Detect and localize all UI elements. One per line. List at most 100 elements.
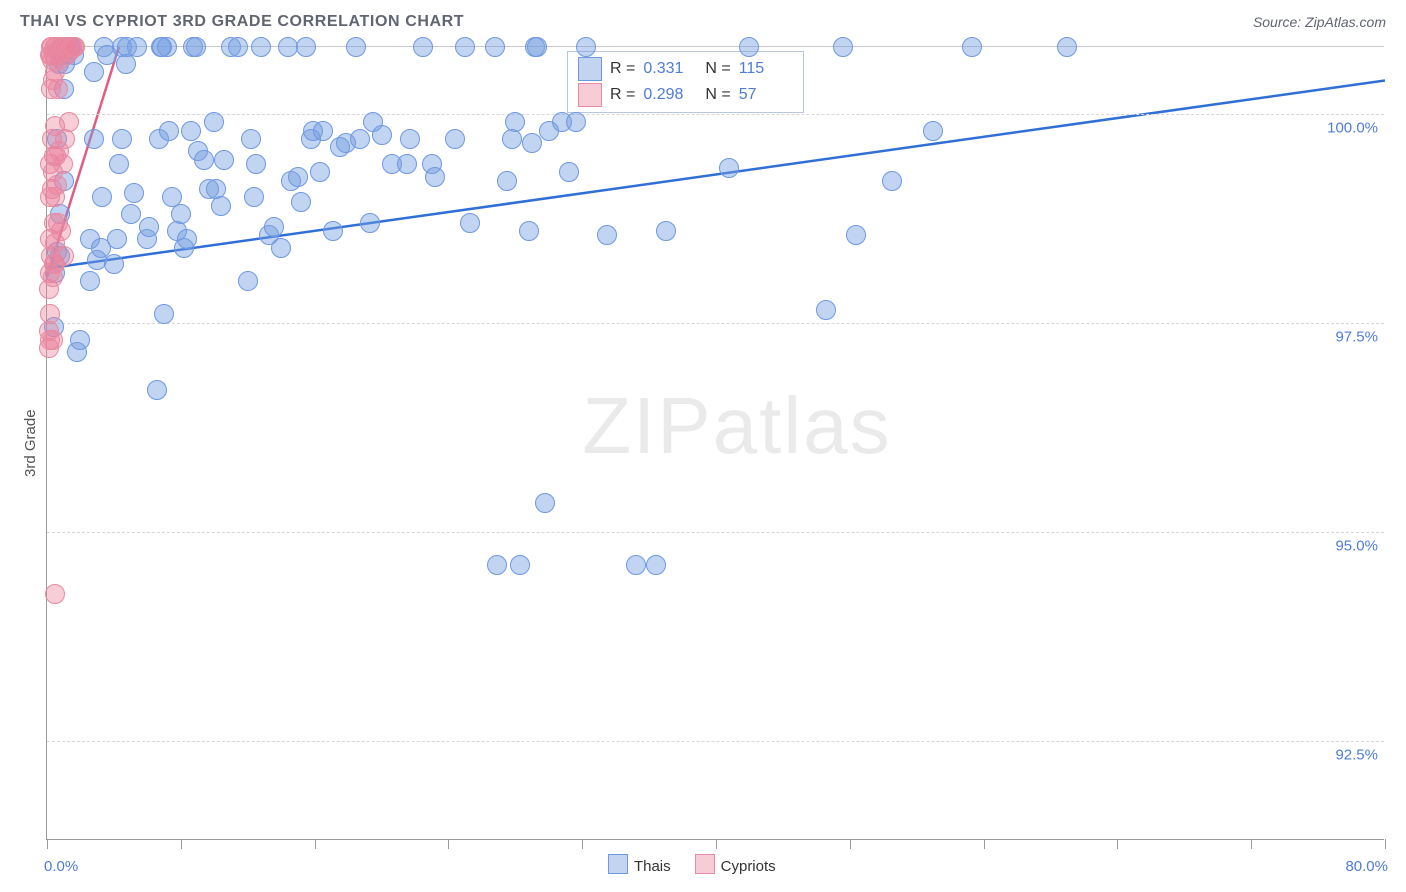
- legend-swatch: [578, 83, 602, 107]
- scatter-point: [112, 129, 132, 149]
- watermark-light: atlas: [713, 381, 892, 470]
- legend-stats-row: R =0.331N =115: [578, 56, 793, 82]
- y-tick-label: 92.5%: [1335, 746, 1378, 763]
- scatter-point: [372, 125, 392, 145]
- x-tick: [181, 839, 182, 849]
- scatter-point: [425, 167, 445, 187]
- legend-r-value: 0.298: [643, 82, 697, 108]
- x-tick: [1251, 839, 1252, 849]
- watermark-bold: ZIP: [582, 381, 712, 470]
- legend-item-label: Thais: [634, 858, 671, 875]
- scatter-point: [413, 37, 433, 57]
- x-min-label: 0.0%: [44, 858, 78, 875]
- legend-item-label: Cypriots: [721, 858, 776, 875]
- scatter-point: [157, 37, 177, 57]
- scatter-point: [48, 79, 68, 99]
- scatter-point: [55, 129, 75, 149]
- scatter-point: [59, 112, 79, 132]
- scatter-point: [527, 37, 547, 57]
- scatter-point: [510, 555, 530, 575]
- scatter-point: [84, 129, 104, 149]
- legend-n-value: 57: [739, 82, 793, 108]
- scatter-point: [455, 37, 475, 57]
- x-tick: [1117, 839, 1118, 849]
- x-tick: [716, 839, 717, 849]
- scatter-point: [816, 300, 836, 320]
- scatter-point: [92, 187, 112, 207]
- scatter-point: [251, 37, 271, 57]
- x-tick: [47, 839, 48, 849]
- scatter-point: [278, 37, 298, 57]
- scatter-point: [597, 225, 617, 245]
- scatter-point: [214, 150, 234, 170]
- scatter-point: [291, 192, 311, 212]
- scatter-point: [522, 133, 542, 153]
- scatter-point: [51, 221, 71, 241]
- legend-stats-row: R =0.298N =57: [578, 82, 793, 108]
- legend-item: Cypriots: [695, 854, 776, 875]
- scatter-point: [238, 271, 258, 291]
- watermark: ZIPatlas: [582, 380, 891, 472]
- gridline: [47, 323, 1384, 324]
- scatter-point: [296, 37, 316, 57]
- scatter-point: [177, 229, 197, 249]
- scatter-point: [626, 555, 646, 575]
- plot-area: ZIPatlas R =0.331N =115R =0.298N =57 92.…: [46, 46, 1384, 840]
- scatter-point: [566, 112, 586, 132]
- scatter-point: [244, 187, 264, 207]
- scatter-point: [211, 196, 231, 216]
- chart-title: THAI VS CYPRIOT 3RD GRADE CORRELATION CH…: [20, 13, 464, 31]
- scatter-point: [147, 380, 167, 400]
- scatter-point: [47, 175, 67, 195]
- gridline: [47, 114, 1384, 115]
- scatter-point: [485, 37, 505, 57]
- scatter-point: [264, 217, 284, 237]
- scatter-point: [40, 304, 60, 324]
- scatter-point: [43, 330, 63, 350]
- legend-xaxis: Thais Cypriots: [608, 854, 776, 875]
- scatter-point: [70, 330, 90, 350]
- x-tick: [984, 839, 985, 849]
- scatter-point: [241, 129, 261, 149]
- scatter-point: [228, 37, 248, 57]
- source-label: Source: ZipAtlas.com: [1253, 14, 1386, 30]
- legend-r-value: 0.331: [643, 56, 697, 82]
- scatter-point: [739, 37, 759, 57]
- scatter-point: [121, 204, 141, 224]
- scatter-point: [80, 271, 100, 291]
- scatter-point: [45, 584, 65, 604]
- chart-container: THAI VS CYPRIOT 3RD GRADE CORRELATION CH…: [0, 0, 1406, 892]
- scatter-point: [1057, 37, 1077, 57]
- scatter-point: [181, 121, 201, 141]
- legend-item: Thais: [608, 854, 671, 875]
- scatter-point: [159, 121, 179, 141]
- scatter-point: [846, 225, 866, 245]
- scatter-point: [104, 254, 124, 274]
- scatter-point: [535, 493, 555, 513]
- chart-header: THAI VS CYPRIOT 3RD GRADE CORRELATION CH…: [0, 0, 1406, 44]
- scatter-point: [139, 217, 159, 237]
- legend-swatch: [578, 57, 602, 81]
- scatter-point: [84, 62, 104, 82]
- scatter-point: [923, 121, 943, 141]
- scatter-point: [194, 150, 214, 170]
- scatter-point: [288, 167, 308, 187]
- legend-swatch: [695, 854, 715, 874]
- scatter-point: [445, 129, 465, 149]
- x-tick: [850, 839, 851, 849]
- y-tick-label: 95.0%: [1335, 537, 1378, 554]
- scatter-point: [719, 158, 739, 178]
- x-tick: [1385, 839, 1386, 849]
- scatter-point: [53, 154, 73, 174]
- scatter-point: [833, 37, 853, 57]
- scatter-point: [109, 154, 129, 174]
- y-tick-label: 100.0%: [1327, 119, 1378, 136]
- scatter-point: [186, 37, 206, 57]
- scatter-point: [497, 171, 517, 191]
- scatter-point: [487, 555, 507, 575]
- scatter-point: [204, 112, 224, 132]
- gridline: [47, 532, 1384, 533]
- scatter-point: [962, 37, 982, 57]
- x-tick: [315, 839, 316, 849]
- scatter-point: [246, 154, 266, 174]
